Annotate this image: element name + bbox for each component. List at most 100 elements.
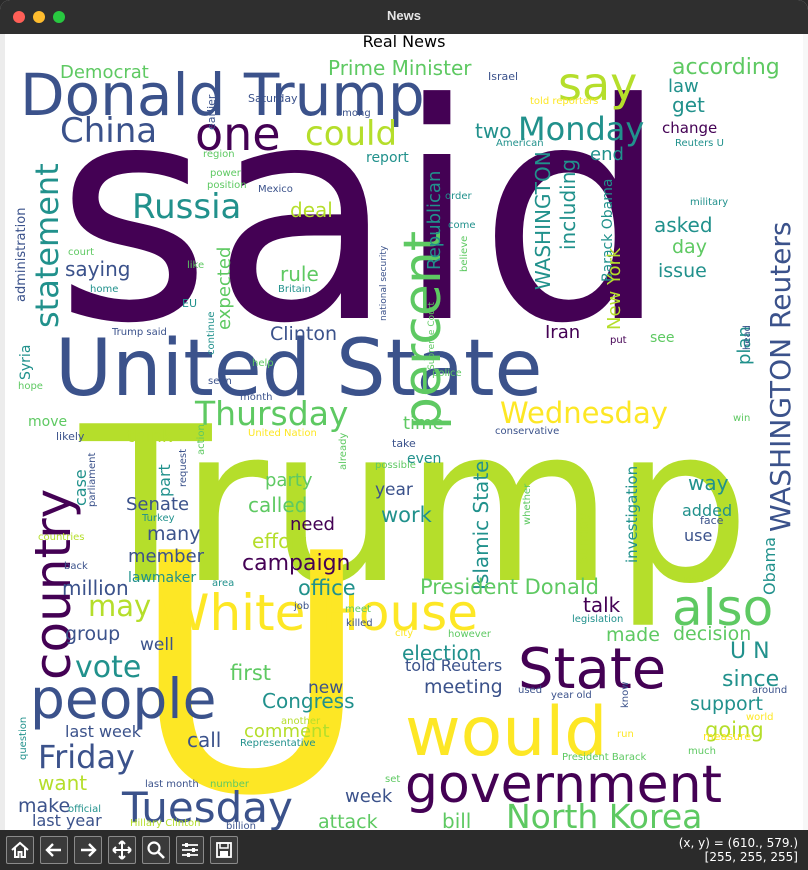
zoom-icon xyxy=(147,841,165,859)
word-move: move xyxy=(28,414,67,430)
word-another: another xyxy=(281,716,321,727)
word-last-week: last week xyxy=(65,722,142,741)
word-people: people xyxy=(30,667,216,731)
word-north-korea: North Korea xyxy=(506,797,702,836)
word-year-old: year old xyxy=(551,690,592,701)
save-button[interactable] xyxy=(210,836,238,864)
word-vote: vote xyxy=(75,650,141,685)
word-hope: hope xyxy=(18,381,43,392)
word-end: end xyxy=(590,144,624,165)
word-region: region xyxy=(203,149,235,160)
figure-title: Real News xyxy=(362,32,446,51)
word-job: job xyxy=(293,601,309,612)
word-visit: visit xyxy=(683,574,704,585)
word-asked: asked xyxy=(654,213,713,237)
word-first: first xyxy=(230,661,271,685)
navigation-toolbar: (x, y) = (610., 579.) [255, 255, 255] xyxy=(0,830,808,870)
word-among: among xyxy=(336,108,371,119)
word-police: police xyxy=(432,368,462,379)
figure-canvas[interactable] xyxy=(5,34,803,830)
word-clinton: Clinton xyxy=(270,323,337,345)
word-administration: administration xyxy=(14,208,29,302)
word-washington-reuters: WASHINGTON Reuters xyxy=(764,221,797,532)
word-legislation: legislation xyxy=(572,614,623,625)
word-home: home xyxy=(90,284,118,295)
word-help: help xyxy=(252,358,274,369)
word-islamic-state: Islamic State xyxy=(469,461,493,590)
word-syria: Syria xyxy=(18,345,34,380)
word-report: report xyxy=(366,150,409,166)
title-bar[interactable]: News xyxy=(0,0,808,34)
word-around: around xyxy=(752,685,787,696)
word-last-year: last year xyxy=(32,811,102,830)
word-back: back xyxy=(64,561,88,572)
word-face: face xyxy=(700,514,724,527)
word-set: set xyxy=(385,774,400,785)
word-republican: Republican xyxy=(424,171,445,270)
word-day: day xyxy=(672,236,707,258)
word-many: many xyxy=(147,523,200,545)
word-added: added xyxy=(682,501,732,520)
word-barack-obama: Barack Obama xyxy=(600,179,616,282)
word-win: win xyxy=(733,413,750,424)
word-president-barack: President Barack xyxy=(562,752,647,763)
word-number: number xyxy=(210,779,250,790)
word-including: including xyxy=(556,159,580,250)
word-mexico: Mexico xyxy=(258,184,293,195)
word-million: million xyxy=(62,576,129,600)
word-also: also xyxy=(672,579,773,637)
word-put: put xyxy=(610,335,627,346)
word-well: well xyxy=(140,635,174,655)
word-statement: statement xyxy=(28,163,66,328)
word-supreme-court: Supreme Court xyxy=(427,301,437,370)
word-power: power xyxy=(210,168,242,179)
word-trump-said: Trump said xyxy=(111,327,167,338)
word-way: way xyxy=(688,471,729,495)
word-reuters-u: Reuters U xyxy=(675,138,724,149)
word-hillary-clinton: Hillary Clinton xyxy=(130,818,200,829)
word-question: question xyxy=(18,717,29,760)
word-call: call xyxy=(187,728,221,752)
close-icon[interactable] xyxy=(13,11,25,23)
word-eu: EU xyxy=(182,297,197,310)
word-new-york: New York xyxy=(604,247,625,330)
word-national-security: national security xyxy=(379,245,389,321)
word-countries: countries xyxy=(38,532,84,543)
word-order: order xyxy=(445,191,473,202)
canvas-edge xyxy=(803,34,808,830)
word-party: party xyxy=(265,470,313,491)
home-icon xyxy=(11,841,29,858)
word-however: however xyxy=(448,629,492,640)
word-thursday: Thursday xyxy=(194,394,348,433)
word-court: court xyxy=(68,247,94,258)
word-time: time xyxy=(403,413,444,434)
minimize-icon[interactable] xyxy=(33,11,45,23)
word-russia: Russia xyxy=(132,187,241,227)
word-area: area xyxy=(212,578,234,589)
word-meet: meet xyxy=(345,604,371,615)
forward-button[interactable] xyxy=(74,836,102,864)
word-representative: Representative xyxy=(240,738,316,749)
word-action: action xyxy=(196,424,207,455)
word-would: would xyxy=(405,693,607,772)
word-said: said xyxy=(55,40,669,389)
window-title: News xyxy=(387,8,421,23)
word-know: know xyxy=(620,682,631,708)
word-week: week xyxy=(345,786,393,807)
word-two: two xyxy=(475,119,511,143)
word-city: city xyxy=(395,628,413,639)
pan-button[interactable] xyxy=(108,836,136,864)
word-say: say xyxy=(558,57,637,111)
word-percent: percent xyxy=(393,231,453,430)
word-talk: talk xyxy=(583,593,621,617)
configure-button[interactable] xyxy=(176,836,204,864)
home-button[interactable] xyxy=(6,836,34,864)
zoom-button[interactable] xyxy=(142,836,170,864)
word-congress: Congress xyxy=(262,689,355,713)
maximize-icon[interactable] xyxy=(53,11,65,23)
back-button[interactable] xyxy=(40,836,68,864)
word-tuesday: Tuesday xyxy=(121,783,293,832)
word-state: State xyxy=(518,637,666,702)
word-democrat: Democrat xyxy=(60,62,149,83)
